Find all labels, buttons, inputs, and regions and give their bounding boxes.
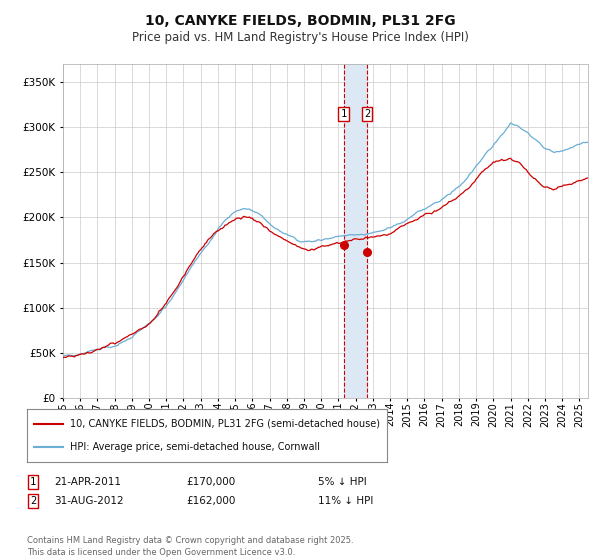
Text: Contains HM Land Registry data © Crown copyright and database right 2025.
This d: Contains HM Land Registry data © Crown c…	[27, 536, 353, 557]
Text: 1: 1	[30, 477, 36, 487]
Bar	[344, 64, 367, 398]
Text: £162,000: £162,000	[186, 496, 235, 506]
Text: 1: 1	[340, 109, 347, 119]
Text: HPI: Average price, semi-detached house, Cornwall: HPI: Average price, semi-detached house,…	[70, 442, 320, 452]
Text: 31-AUG-2012: 31-AUG-2012	[54, 496, 124, 506]
Text: 11% ↓ HPI: 11% ↓ HPI	[318, 496, 373, 506]
Text: 10, CANYKE FIELDS, BODMIN, PL31 2FG: 10, CANYKE FIELDS, BODMIN, PL31 2FG	[145, 14, 455, 28]
Text: 2: 2	[30, 496, 36, 506]
Text: 5% ↓ HPI: 5% ↓ HPI	[318, 477, 367, 487]
Text: 21-APR-2011: 21-APR-2011	[54, 477, 121, 487]
Text: 10, CANYKE FIELDS, BODMIN, PL31 2FG (semi-detached house): 10, CANYKE FIELDS, BODMIN, PL31 2FG (sem…	[70, 419, 380, 429]
Text: £170,000: £170,000	[186, 477, 235, 487]
Text: Price paid vs. HM Land Registry's House Price Index (HPI): Price paid vs. HM Land Registry's House …	[131, 31, 469, 44]
Text: 2: 2	[364, 109, 370, 119]
